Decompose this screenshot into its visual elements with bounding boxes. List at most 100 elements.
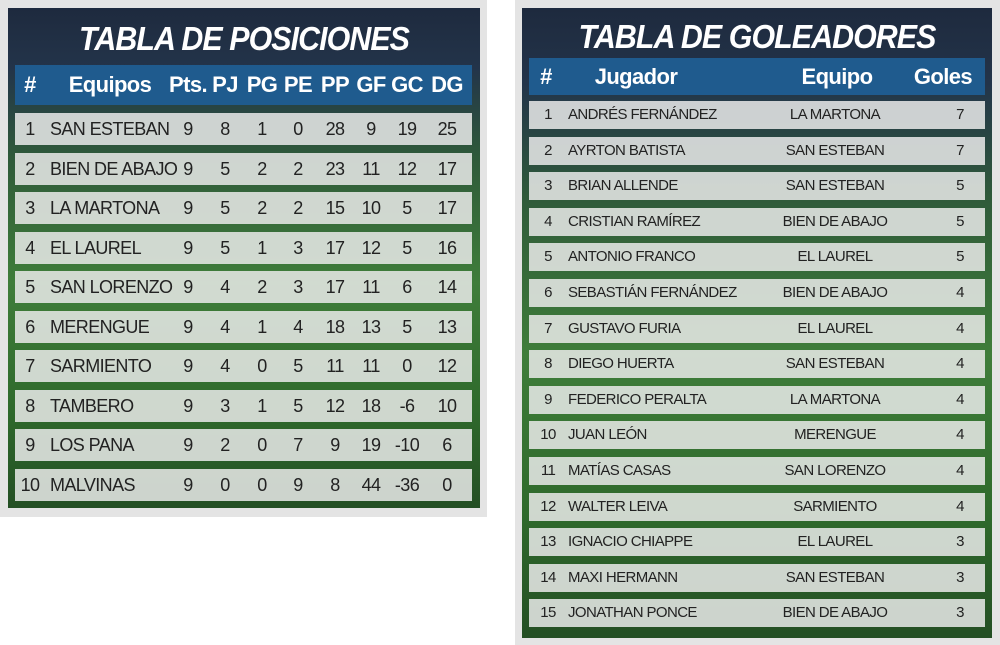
stat-cell: 9	[183, 435, 193, 455]
stat-cell: 44	[361, 474, 381, 495]
player-name: AYRTON BATISTA	[568, 141, 686, 159]
team-name: EL LAUREL	[50, 237, 142, 258]
stat-cell: 11	[326, 356, 344, 376]
standings-row	[15, 429, 472, 461]
stat-cell: 4	[220, 356, 230, 376]
stat-cell: 12	[361, 237, 381, 258]
header-cell: Pts.	[169, 72, 208, 97]
team-name: SAN ESTEBAN	[785, 177, 885, 195]
rank: 11	[540, 462, 556, 479]
header-cell: #	[24, 72, 36, 97]
goals: 5	[956, 212, 964, 230]
goals: 3	[956, 533, 964, 551]
scorers-row	[529, 385, 985, 414]
stat-cell: 9	[183, 119, 193, 139]
scorers-row	[529, 421, 985, 450]
stat-cell: 13	[437, 316, 457, 337]
stat-cell: 2	[25, 158, 35, 179]
stat-cell: 18	[325, 316, 345, 337]
team-name: BIEN DE ABAJO	[782, 284, 888, 301]
scorers-row	[529, 457, 985, 485]
stat-cell: 9	[183, 356, 193, 376]
stat-cell: 9	[183, 158, 193, 179]
header-cell: DG	[431, 72, 463, 97]
scorers-row	[529, 528, 985, 557]
stat-cell: 0	[257, 474, 267, 495]
rank: 3	[544, 177, 552, 195]
scorers-panel: TABLA DE GOLEADORES # Jugador Equipo Goles 1…	[522, 8, 992, 638]
scorers-row	[529, 350, 985, 379]
stat-cell: 17	[437, 158, 457, 179]
standings-row	[15, 389, 472, 422]
stat-cell: 7	[25, 356, 35, 376]
stat-cell: 1	[257, 395, 267, 416]
stat-cell: 3	[220, 395, 230, 416]
stat-cell: 0	[220, 474, 230, 495]
scorers-row	[529, 492, 985, 521]
stat-cell: 28	[325, 119, 345, 139]
standings-row	[15, 468, 472, 501]
stat-cell: 4	[220, 316, 230, 337]
rank: 13	[540, 533, 556, 551]
standings-row	[15, 113, 472, 145]
stat-cell: 11	[362, 158, 380, 179]
stat-cell: 19	[397, 119, 417, 139]
team-name: TAMBERO	[50, 395, 134, 416]
scorers-row	[529, 172, 985, 201]
stat-cell: 5	[220, 198, 230, 218]
rank: 8	[544, 355, 552, 373]
team-name: EL LAUREL	[797, 533, 874, 551]
player-name: MAXI HERMANN	[568, 568, 678, 586]
goals: 4	[956, 497, 964, 515]
player-name: BRIAN ALLENDE	[568, 177, 678, 195]
stat-cell: 10	[361, 198, 381, 218]
stat-cell: 18	[361, 395, 381, 416]
stat-cell: 4	[25, 237, 35, 258]
stat-cell: 12	[437, 356, 457, 376]
stat-cell: 1	[257, 119, 267, 139]
rank: 10	[540, 426, 556, 444]
stat-cell: 6	[442, 435, 452, 455]
stat-cell: 5	[402, 237, 412, 258]
stat-cell: 6	[25, 316, 35, 337]
stat-cell: 25	[437, 119, 457, 139]
standings-row	[15, 152, 472, 185]
rank: 4	[544, 212, 552, 230]
team-name: BIEN DE ABAJO	[782, 604, 888, 622]
stat-cell: 8	[220, 119, 230, 139]
goals: 4	[956, 319, 964, 337]
goals: 4	[956, 462, 964, 479]
team-name: MERENGUE	[50, 316, 150, 337]
stat-cell: 8	[25, 395, 35, 416]
stat-cell: 9	[293, 474, 303, 495]
scorers-row	[529, 243, 985, 272]
scorers-title: TABLA DE GOLEADORES	[578, 18, 937, 55]
stat-cell: 17	[325, 277, 345, 297]
stat-cell: 3	[25, 198, 35, 218]
stat-cell: 0	[402, 356, 412, 376]
stat-cell: 5	[293, 395, 303, 416]
rank: 15	[540, 604, 556, 622]
standings-row	[15, 231, 472, 264]
player-name: IGNACIO CHIAPPE	[568, 533, 693, 551]
header-cell: PJ	[212, 72, 238, 97]
stat-cell: 7	[293, 435, 303, 455]
stat-cell: 4	[293, 316, 303, 337]
team-name: EL LAUREL	[797, 319, 874, 337]
scorers-row	[529, 599, 985, 628]
header-cell: Jugador	[594, 64, 678, 89]
stat-cell: 11	[362, 356, 380, 376]
stat-cell: 5	[220, 158, 230, 179]
goals: 5	[956, 248, 964, 266]
stat-cell: 4	[220, 277, 230, 297]
stat-cell: -36	[394, 474, 420, 495]
team-name: EL LAUREL	[797, 248, 874, 266]
stat-cell: -6	[399, 395, 415, 416]
goals: 3	[956, 604, 964, 622]
stat-cell: 3	[293, 277, 303, 297]
stat-cell: 15	[325, 198, 345, 218]
stat-cell: 10	[437, 395, 457, 416]
stat-cell: 5	[402, 316, 412, 337]
team-name: SAN ESTEBAN	[785, 355, 885, 373]
header-cell: PP	[320, 72, 350, 97]
